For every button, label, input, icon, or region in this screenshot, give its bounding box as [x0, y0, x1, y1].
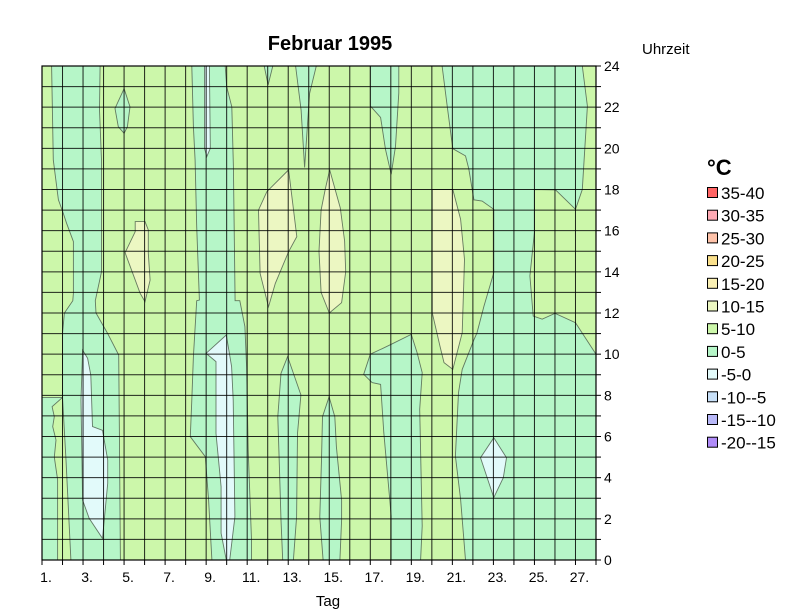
legend-label: -10--5 — [721, 388, 766, 407]
x-tick-label: 11. — [242, 569, 260, 585]
y-tick-label: 12 — [604, 305, 620, 321]
x-tick-label: 15. — [324, 569, 343, 585]
x-tick-label: 1. — [40, 569, 52, 585]
y-tick-label: 2 — [604, 511, 612, 527]
legend-label: -5-0 — [721, 366, 751, 385]
x-tick-label: 5. — [122, 569, 134, 585]
legend: 35-40 30-35 25-30 20-25 15-20 10-15 5-10 0-5 -5-… — [707, 184, 776, 453]
legend-label: 10-15 — [721, 298, 764, 317]
legend-swatch — [707, 414, 718, 425]
legend-label: 20-25 — [721, 252, 764, 271]
y-tick-label: 14 — [604, 264, 620, 280]
y-tick-label: 16 — [604, 223, 620, 239]
legend-swatch — [707, 368, 718, 380]
contour-region-3 — [80, 348, 109, 540]
x-tick-label: 13. — [282, 569, 301, 585]
y-tick-label: 18 — [604, 182, 620, 198]
legend-title: °C — [707, 155, 732, 180]
x-axis-label: Tag — [316, 593, 340, 610]
x-tick-label: 17. — [365, 569, 384, 585]
legend-swatch — [707, 277, 718, 289]
x-tick-label: 3. — [81, 569, 93, 585]
legend-swatch — [707, 436, 718, 448]
x-tick-label: 23. — [488, 569, 507, 585]
y-axis-label: Uhrzeit — [642, 41, 690, 58]
legend-swatch — [707, 255, 718, 267]
legend-swatch — [707, 232, 718, 244]
legend-swatch — [707, 323, 718, 335]
legend-label: -15--10 — [721, 411, 776, 430]
y-tick-label: 4 — [604, 470, 612, 486]
legend-label: 25-30 — [721, 229, 764, 248]
legend-label: 15-20 — [721, 275, 764, 294]
legend-swatch — [707, 187, 718, 198]
y-tick-label: 20 — [604, 140, 620, 156]
legend-swatch — [707, 209, 718, 221]
x-tick-label: 7. — [163, 569, 175, 585]
legend-swatch — [707, 391, 718, 403]
legend-label: 35-40 — [721, 184, 764, 203]
x-tick-label: 19. — [406, 569, 425, 585]
x-tick-label: 25. — [529, 569, 548, 585]
y-tick-label: 0 — [604, 552, 612, 568]
y-tick-label: 24 — [604, 58, 620, 74]
y-tick-label: 22 — [604, 99, 620, 115]
y-tick-label: 8 — [604, 387, 612, 403]
x-tick-label: 9. — [204, 569, 216, 585]
y-tick-label: 10 — [604, 346, 620, 362]
legend-label: 30-35 — [721, 207, 764, 226]
contour-region-19 — [431, 189, 465, 371]
contour-region-8 — [205, 334, 236, 561]
axes: 1. 3. 5. 7. 9. 11. 13. 15. 17. 19. 21. 23. 25. 27.024… — [40, 58, 620, 585]
x-tick-label: 21. — [447, 569, 466, 585]
contour-region-5 — [124, 221, 151, 303]
legend-swatch — [707, 345, 718, 357]
contour-region-7 — [204, 65, 211, 158]
legend-label: 0-5 — [721, 343, 746, 362]
y-tick-label: 6 — [604, 429, 612, 445]
contour-region-16 — [363, 333, 423, 561]
chart-title: Februar 1995 — [268, 33, 393, 55]
legend-swatch — [707, 300, 718, 312]
x-tick-label: 27. — [570, 569, 589, 585]
legend-label: -20--15 — [721, 434, 776, 453]
legend-label: 5-10 — [721, 320, 755, 339]
